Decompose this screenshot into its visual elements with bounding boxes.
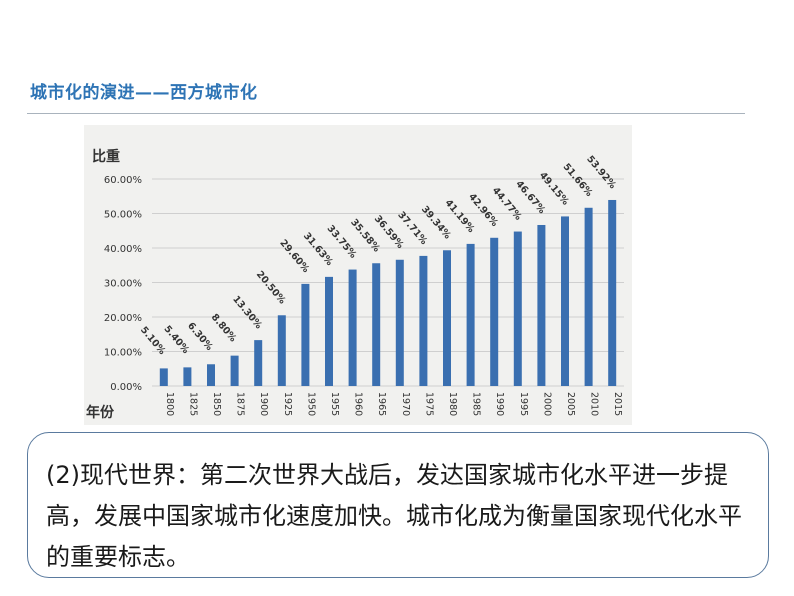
note-text: (2)现代世界：第二次世界大战后，发达国家城市化水平进一步提高，发展中国家城市化… (46, 461, 742, 571)
bar (466, 243, 475, 386)
bar (419, 255, 428, 386)
x-tick-label: 1955 (329, 392, 340, 416)
bar (513, 231, 522, 386)
note-box: (2)现代世界：第二次世界大战后，发达国家城市化水平进一步提高，发展中国家城市化… (27, 432, 769, 578)
bar (277, 315, 286, 386)
x-tick-label: 1975 (423, 392, 434, 416)
x-tick-label: 1925 (282, 392, 293, 416)
bar (490, 237, 499, 386)
bar (372, 263, 381, 386)
urbanization-chart: 5.10% 5.40% 6.30% 8.80% 13.30% 20.50% 29.60% 31… (84, 125, 632, 425)
x-tick-label: 1995 (518, 392, 529, 416)
y-tick-label: 20.00% (104, 313, 142, 324)
bar (301, 283, 310, 386)
x-tick-label: 2015 (612, 392, 623, 416)
bar (537, 224, 546, 386)
x-tick-label: 1825 (187, 392, 198, 416)
slide-title: 城市化的演进——西方城市化 (30, 83, 258, 103)
y-tick-label: 30.00% (104, 279, 142, 290)
x-tick-label: 2000 (541, 392, 552, 416)
x-tick-label: 2010 (589, 392, 600, 416)
x-tick-label: 1970 (400, 392, 411, 416)
bar (207, 364, 215, 386)
data-label: 13.30% (230, 294, 264, 332)
bar (561, 216, 569, 386)
data-label: 20.50% (254, 269, 288, 307)
bar (584, 207, 593, 386)
bar-chart: 5.10%5.40%6.30%8.80%13.30%20.50%29.60%31… (86, 148, 624, 421)
bar (325, 276, 333, 386)
y-tick-label: 50.00% (104, 210, 142, 221)
bar (348, 269, 357, 386)
x-tick-label: 1900 (258, 392, 269, 416)
y-tick-label: 0.00% (110, 382, 142, 393)
y-tick-label: 40.00% (104, 244, 142, 255)
bar (254, 340, 263, 386)
x-tick-label: 2005 (565, 392, 576, 416)
x-tick-label: 1990 (494, 392, 505, 416)
x-tick-label: 1960 (353, 392, 364, 416)
x-tick-label: 1950 (305, 392, 316, 416)
x-axis-label: 年份 (86, 404, 115, 421)
x-tick-label: 1980 (447, 392, 458, 416)
x-tick-label: 1850 (211, 392, 222, 416)
bar (230, 355, 239, 386)
x-tick-label: 1875 (235, 392, 246, 416)
x-tick-label: 1800 (164, 392, 175, 416)
title-divider (27, 113, 745, 114)
x-tick-label: 1985 (471, 392, 482, 416)
y-tick-label: 60.00% (104, 175, 142, 186)
x-tick-label: 1965 (376, 392, 387, 416)
y-axis-label: 比重 (92, 148, 120, 165)
bar (443, 250, 451, 386)
bar (159, 368, 168, 386)
bar (183, 367, 192, 386)
bar (395, 259, 404, 386)
y-tick-label: 10.00% (104, 348, 142, 359)
bar (608, 199, 617, 386)
